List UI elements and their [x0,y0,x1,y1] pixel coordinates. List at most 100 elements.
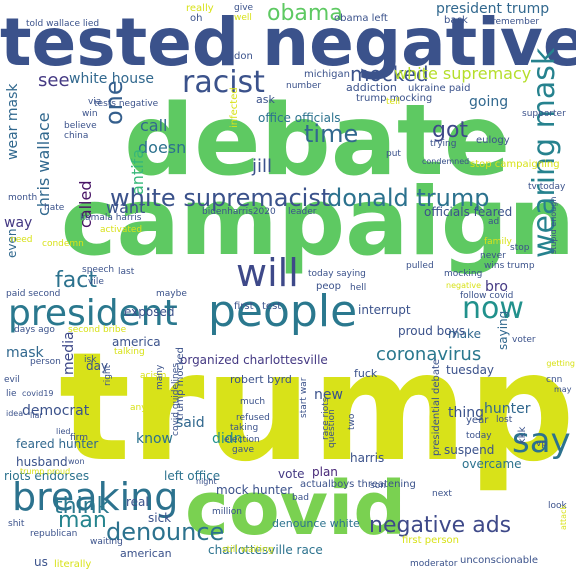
word: fuck [354,367,378,380]
word: chris wallace [34,112,53,216]
word: test [262,301,282,312]
word: want [106,198,146,217]
word: mocking [444,269,483,279]
word: much [240,397,266,407]
word: getting [546,359,575,368]
word: make [448,327,481,341]
word: think [54,494,110,519]
word: way [4,215,33,231]
word: republican [30,529,78,539]
word: man [58,508,107,533]
word: thing [448,405,485,421]
word: ukraine paid [408,83,471,94]
word: month [8,193,38,203]
word: feared hunter [16,437,99,451]
word: condemned [422,157,470,166]
word: told wallace lied [26,19,100,29]
word: wins trump [484,261,535,271]
word: election [224,435,260,445]
word: new [314,387,343,403]
word: attack [559,504,568,530]
word: anyone [130,403,164,413]
word: vote [278,467,305,481]
word: look [548,501,567,511]
word: presidential debate [431,358,442,456]
word: peop [316,281,341,292]
word: got [432,118,469,143]
word: today saying [308,269,366,279]
word: trump [58,321,575,495]
word: liar [30,411,43,420]
word: trying [430,139,457,149]
word: via [88,97,102,107]
word: first [234,301,254,312]
word: talking [114,347,145,357]
word: democrat [22,403,90,419]
word: see [38,70,70,91]
word: voter [512,335,536,345]
word: wear mask [5,83,21,160]
word: today [466,431,492,441]
word: ask [256,93,275,106]
word: denounce white [272,517,360,530]
word: leader [288,207,317,217]
word: tested negative [0,4,576,81]
word: supporter [522,109,566,119]
word: tv today [528,182,566,192]
word: know [136,431,173,447]
word: president [8,293,178,334]
word: gave [232,445,255,455]
word: infected [229,87,240,128]
word: china [64,131,89,141]
word: doesn [138,138,187,157]
word: president trump [436,1,550,17]
word: tests negative [94,99,159,109]
word: charlottesville race [208,543,323,557]
word: tell [386,97,401,107]
word: idea [6,409,24,418]
word: person [30,357,61,367]
word: going [469,94,509,110]
word: literally [54,559,92,570]
word: real [126,495,149,509]
word: vile [88,277,104,287]
word: debate [124,84,511,198]
word: covid19 [22,389,54,398]
word: hunter [484,401,531,417]
word: right [103,364,113,386]
word: now [462,291,524,326]
word: isk [84,355,97,365]
word: still waiting [222,545,274,555]
word: interrupt [358,303,411,317]
word: paid second [6,289,61,299]
word: harris [350,451,385,465]
word: oh [190,13,203,24]
word: covid [185,466,407,552]
word: plan [312,465,338,479]
word: win [82,109,98,119]
word: second bribe [68,325,127,335]
word: trump mocked [175,347,186,420]
word: next [432,489,452,499]
word: overcame [462,457,522,471]
word: moderator [410,559,458,569]
word: saying [496,310,510,350]
word: fact [55,268,97,293]
word: waiting [90,537,123,547]
word: won [68,457,85,466]
word: husband [16,455,68,469]
word: acism [140,371,167,381]
word: condemn [42,239,84,249]
word: unconscionable [460,555,538,566]
word: year [466,415,489,426]
word: firm [70,433,88,443]
word: days ago [14,325,55,335]
word: activated [100,225,143,235]
word: stop [510,243,530,253]
word: stop campaigning [470,159,560,170]
word: lie [6,389,17,399]
word: campaign [60,168,575,277]
word: organized charlottesville [180,353,328,367]
word: sick [148,511,172,525]
